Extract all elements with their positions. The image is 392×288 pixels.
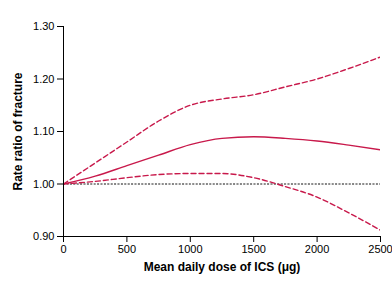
- svg-text:0.90: 0.90: [33, 230, 54, 242]
- svg-text:1.00: 1.00: [33, 178, 54, 190]
- svg-text:Rate ratio of fracture: Rate ratio of fracture: [11, 72, 25, 190]
- svg-text:2500: 2500: [368, 243, 392, 255]
- svg-text:2000: 2000: [305, 243, 329, 255]
- svg-text:1.10: 1.10: [33, 125, 54, 137]
- svg-text:Mean daily dose of ICS (μg): Mean daily dose of ICS (μg): [144, 260, 301, 274]
- svg-text:1000: 1000: [178, 243, 202, 255]
- svg-text:1500: 1500: [241, 243, 265, 255]
- svg-text:500: 500: [118, 243, 136, 255]
- svg-text:1.30: 1.30: [33, 20, 54, 32]
- svg-text:1.20: 1.20: [33, 73, 54, 85]
- svg-text:0: 0: [60, 243, 66, 255]
